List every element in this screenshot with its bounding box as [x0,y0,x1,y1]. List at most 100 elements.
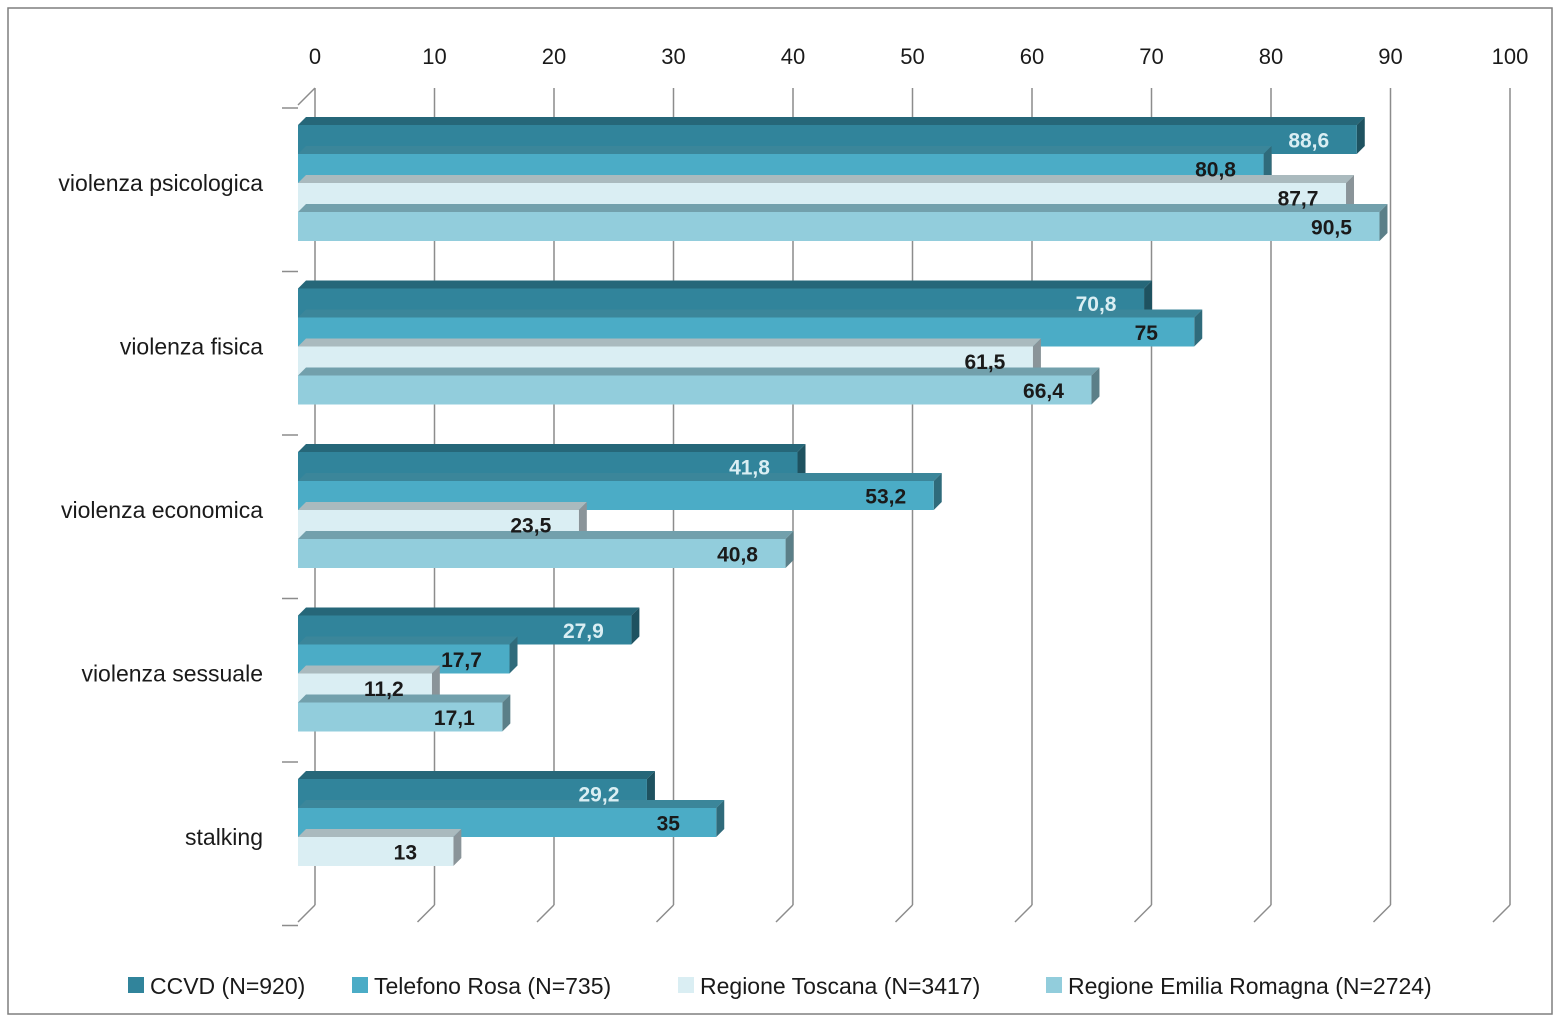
data-label: 17,7 [441,649,482,672]
data-label: 29,2 [579,784,620,807]
data-label: 11,2 [364,678,404,701]
bar-top-face [298,309,1203,318]
x-tick-label: 90 [1378,44,1402,69]
x-tick-label: 80 [1259,44,1283,69]
bar-top-face [298,502,587,510]
gridline-depth [1372,904,1392,923]
bar-side-face [578,502,587,539]
data-label: 66,4 [1023,380,1064,403]
data-label: 41,8 [729,457,770,480]
x-tick-label: 40 [781,44,805,69]
gridline-depth [1492,904,1511,923]
data-label: 61,5 [964,351,1005,374]
bar [298,800,725,837]
bar-front-face [298,837,454,866]
gridline-depth [775,904,794,923]
legend-item: CCVD (N=920) [128,973,305,999]
gridline-depth [655,904,675,923]
legend-label: CCVD (N=920) [150,973,305,999]
bar-side-face [453,829,462,866]
legend-swatch [128,977,144,993]
legend-item: Regione Emilia Romagna (N=2724) [1046,973,1432,999]
bar-side-face [1263,146,1272,183]
gridline-depth [1133,904,1153,923]
x-tick-label: 20 [542,44,566,69]
bar-side-face [785,531,794,568]
bar-side-face [797,444,806,481]
data-label: 75 [1135,322,1159,345]
bar-top-face [298,280,1153,289]
data-label: 23,5 [510,515,551,538]
legend-label: Regione Emilia Romagna (N=2724) [1068,973,1432,999]
legend-label: Telefono Rosa (N=735) [374,973,611,999]
bar-top-face [298,117,1365,125]
x-tick-label: 60 [1020,44,1044,69]
data-label: 87,7 [1278,188,1319,211]
category-label: violenza sessuale [81,661,263,687]
bars [298,117,1388,866]
legend-swatch [352,977,368,993]
bar-side-face [1356,117,1365,154]
bar-side-face [1144,280,1153,318]
gridline-depth [894,904,914,923]
data-label: 88,6 [1288,130,1329,153]
bar-side-face [1194,309,1203,347]
x-tick-label: 30 [661,44,685,69]
bar [298,531,794,568]
bar-side-face [716,800,725,837]
bar-top-face [298,531,794,539]
x-tick-label: 100 [1492,44,1529,69]
bar-top-face [298,338,1041,347]
data-label: 90,5 [1311,217,1352,240]
bar-side-face [646,771,655,808]
bar-top-face [298,204,1388,212]
data-label: 40,8 [717,544,758,567]
category-label: violenza psicologica [58,170,263,196]
gridline-depth [416,904,436,923]
data-label: 17,1 [434,707,475,730]
x-tick-label: 10 [422,44,446,69]
data-label: 70,8 [1076,293,1117,316]
legend-swatch [678,977,694,993]
bar [298,309,1203,347]
data-labels: 88,6 80,8 87,7 90,5 70,8 75 61,5 66,4 41,8 53,2 23… [364,130,1352,865]
bar-top-face [298,367,1100,376]
category-label: violenza economica [61,497,263,523]
bar-top-face [298,665,440,674]
data-label: 35 [657,813,681,836]
bar-top-face [298,771,655,779]
bar-side-face [431,665,440,703]
bar-front-face [298,702,503,732]
gridline-depth [1253,904,1272,923]
bar-side-face [502,694,511,732]
bar-top-face [298,800,725,808]
data-label: 27,9 [563,620,604,643]
bar [298,694,511,732]
bar-top-face [298,146,1272,154]
bar-side-face [1346,175,1355,212]
bar-top-face [298,636,518,645]
bar-top-face [298,175,1355,183]
bar-top-face [298,444,806,452]
side-wall-top [297,87,316,106]
x-tick-label: 50 [900,44,924,69]
bar-top-face [298,829,462,837]
bar-side-face [1032,338,1041,376]
bar-side-face [509,636,518,674]
x-tick-label: 0 [309,44,321,69]
category-label: stalking [185,824,263,850]
legend-item: Telefono Rosa (N=735) [352,973,611,999]
bar-front-face [298,539,786,568]
gridline-depth [1014,904,1033,923]
category-labels: violenza psicologica violenza fisica viole… [58,170,263,850]
data-label: 13 [394,842,417,865]
legend-swatch [1046,977,1062,993]
gridline-depth [297,904,316,923]
legend: CCVD (N=920) Telefono Rosa (N=735) Regione… [128,973,1432,999]
legend-label: Regione Toscana (N=3417) [700,973,980,999]
data-label: 80,8 [1195,159,1236,182]
x-tick-label: 70 [1139,44,1163,69]
bar-top-face [298,473,942,481]
bar-top-face [298,607,640,616]
bar-side-face [631,607,640,645]
